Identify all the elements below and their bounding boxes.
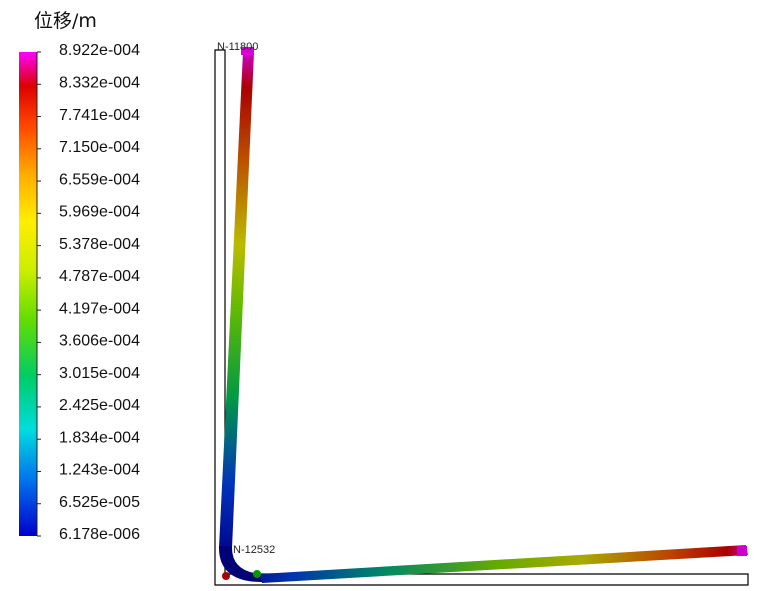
legend-tick-label: 6.559e-004 <box>59 171 140 188</box>
legend-tick-label: 6.525e-005 <box>59 494 140 511</box>
support-node-marker <box>222 572 230 580</box>
legend-tick-label: 1.834e-004 <box>59 429 140 446</box>
deformed-vertical-member <box>219 52 254 548</box>
legend-tick-label: 6.178e-006 <box>59 526 140 543</box>
node-label-top: N-11800 <box>217 41 258 53</box>
legend-tick-label: 4.197e-004 <box>59 300 140 317</box>
legend-tick-label: 5.969e-004 <box>59 204 140 221</box>
deformed-corner <box>218 546 262 582</box>
legend-tick-label: 5.378e-004 <box>59 236 140 253</box>
legend-tick-label: 7.741e-004 <box>59 107 140 124</box>
legend-tick-label: 3.015e-004 <box>59 365 140 382</box>
node-label-corner: N-12532 <box>233 544 275 556</box>
corner-node-marker <box>253 570 261 578</box>
undeformed-outline <box>214 49 749 586</box>
deformed-horizontal-member <box>260 545 748 583</box>
top-node-marker <box>241 47 254 55</box>
legend-tick-label: 8.922e-004 <box>59 42 140 59</box>
legend-title: 位移/m <box>34 10 97 32</box>
legend-tick-label: 3.606e-004 <box>59 333 140 350</box>
legend-tick-label: 4.787e-004 <box>59 268 140 285</box>
legend-tick-label: 7.150e-004 <box>59 139 140 156</box>
legend-tick-label: 1.243e-004 <box>59 462 140 479</box>
end-node-marker <box>737 546 747 556</box>
legend-tick-label: 8.332e-004 <box>59 74 140 91</box>
legend-tick-label: 2.425e-004 <box>59 397 140 414</box>
legend-color-bar <box>19 52 37 536</box>
